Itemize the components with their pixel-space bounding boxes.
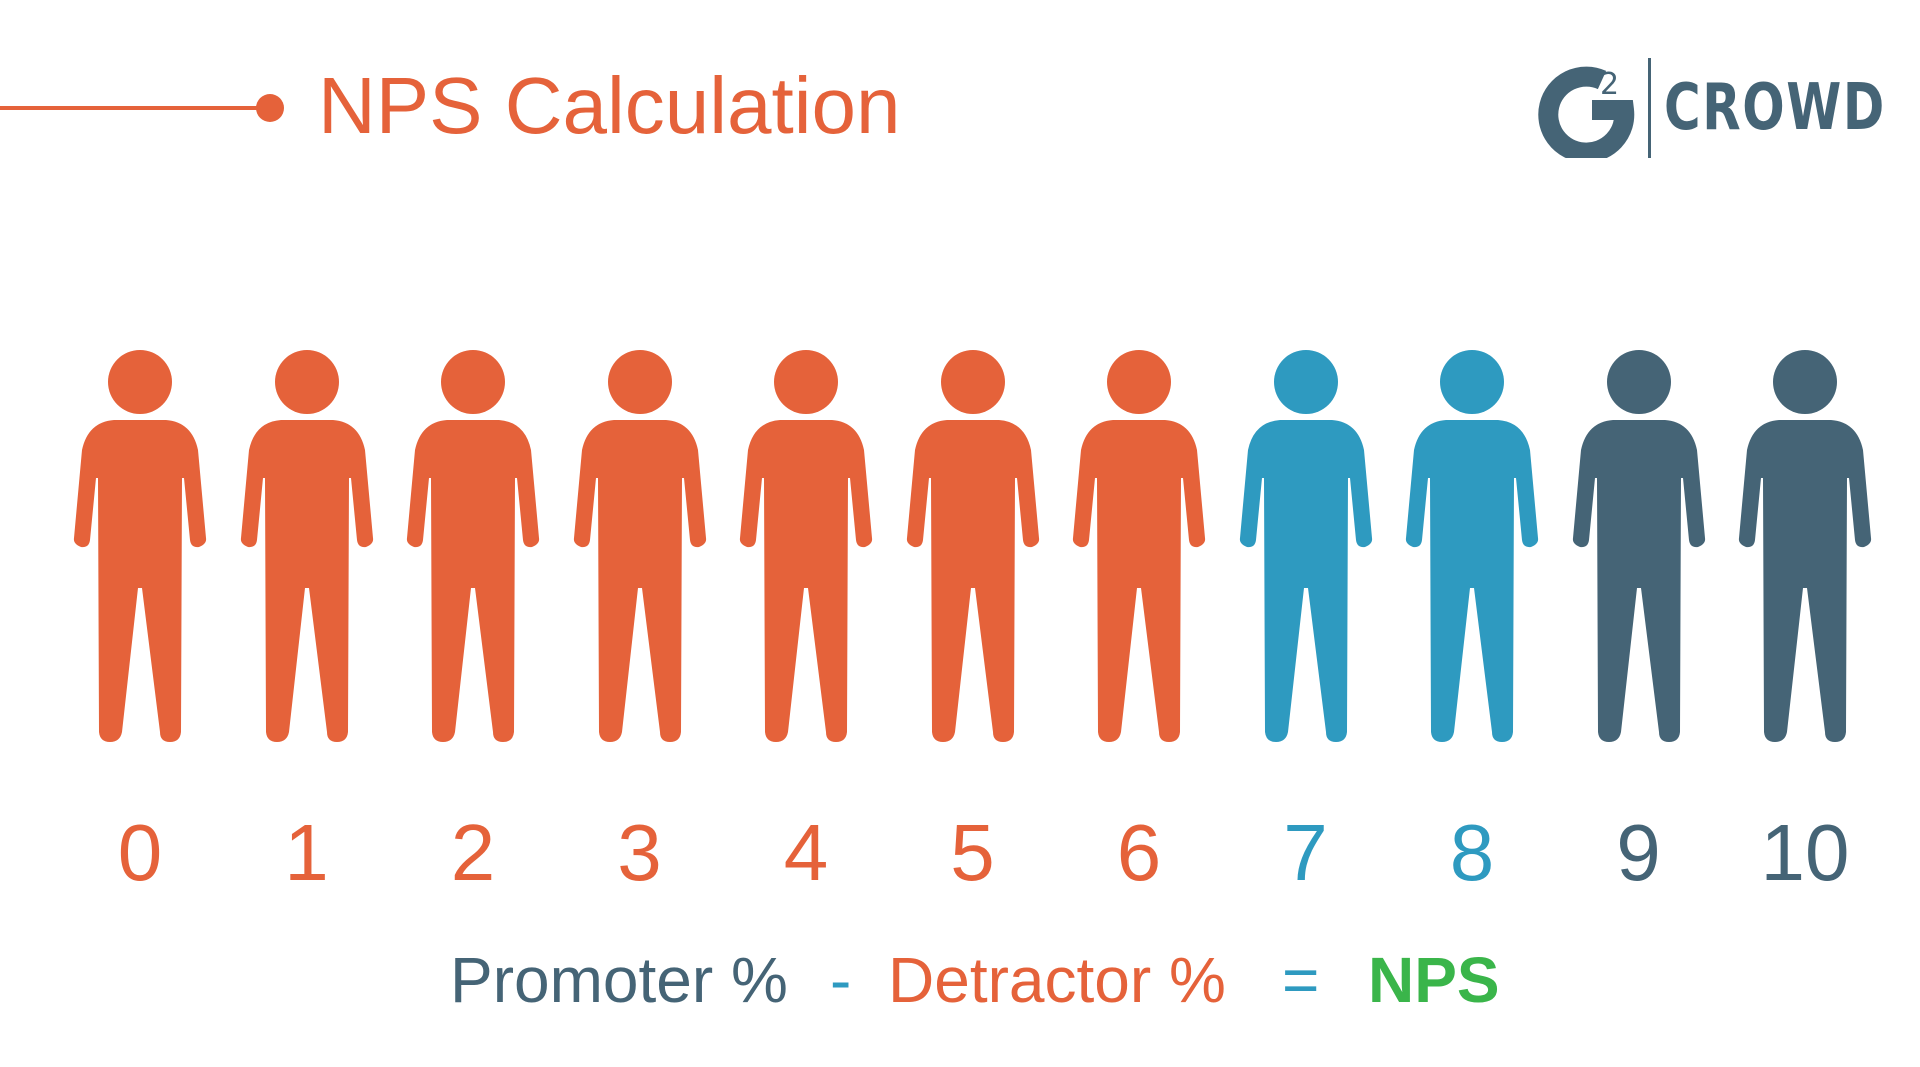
score-label: 0 bbox=[117, 808, 163, 897]
person-head bbox=[1606, 350, 1671, 414]
logo-mark-text: 2 bbox=[1600, 67, 1619, 102]
person-head bbox=[108, 350, 172, 414]
score-label: 8 bbox=[1449, 808, 1495, 897]
formula-promoter: Promoter % bbox=[450, 944, 788, 1016]
title-dot bbox=[256, 94, 284, 122]
person-icon bbox=[1735, 350, 1875, 750]
person-head bbox=[1107, 350, 1171, 414]
score-label: 7 bbox=[1283, 808, 1328, 897]
score-label: 10 bbox=[1760, 808, 1850, 897]
person-head bbox=[274, 350, 339, 414]
person-icon bbox=[736, 350, 876, 750]
person-head bbox=[1273, 350, 1338, 414]
g2-crowd-logo: 2 CROWD bbox=[1536, 58, 1884, 158]
person-icon bbox=[903, 350, 1043, 750]
person-icon bbox=[1239, 350, 1372, 742]
person-icon bbox=[70, 350, 210, 750]
formula-minus: - bbox=[830, 944, 852, 1016]
person-icon bbox=[573, 350, 706, 742]
score-label: 1 bbox=[284, 808, 329, 897]
score-label: 3 bbox=[617, 808, 662, 897]
person-body bbox=[1572, 420, 1705, 742]
person-head bbox=[774, 350, 838, 414]
person-icon bbox=[73, 350, 207, 742]
person-icon bbox=[240, 350, 373, 742]
person-body bbox=[1072, 420, 1206, 742]
person-icon bbox=[1405, 350, 1539, 742]
person-body bbox=[739, 420, 873, 742]
score-label: 2 bbox=[450, 808, 496, 897]
person-icon bbox=[570, 350, 710, 750]
person-icon bbox=[906, 350, 1039, 742]
person-icon bbox=[406, 350, 540, 742]
person-icon bbox=[1738, 350, 1872, 742]
person-body bbox=[73, 420, 207, 742]
formula-equals: = bbox=[1282, 944, 1320, 1016]
person-head bbox=[607, 350, 672, 414]
person-body bbox=[1405, 420, 1539, 742]
person-icon bbox=[403, 350, 543, 750]
people-row bbox=[0, 350, 1920, 770]
g2-logo-icon: 2 bbox=[1538, 66, 1635, 158]
person-icon bbox=[237, 350, 377, 750]
person-body bbox=[240, 420, 373, 742]
score-label: 9 bbox=[1616, 808, 1661, 897]
person-body bbox=[906, 420, 1039, 742]
formula-detractor: Detractor % bbox=[888, 944, 1226, 1016]
person-icon bbox=[1072, 350, 1206, 742]
score-label: 6 bbox=[1116, 808, 1162, 897]
person-head bbox=[1773, 350, 1837, 414]
person-icon bbox=[1572, 350, 1705, 742]
title-line bbox=[0, 106, 270, 110]
score-label: 4 bbox=[783, 808, 829, 897]
person-body bbox=[573, 420, 706, 742]
score-label: 5 bbox=[950, 808, 995, 897]
person-icon bbox=[1569, 350, 1709, 750]
person-body bbox=[1738, 420, 1872, 742]
page-title: NPS Calculation bbox=[318, 61, 901, 150]
person-icon bbox=[1402, 350, 1542, 750]
person-icon bbox=[1069, 350, 1209, 750]
person-icon bbox=[739, 350, 873, 742]
person-head bbox=[940, 350, 1005, 414]
nps-formula: Promoter % - Detractor % = NPS bbox=[0, 940, 1920, 1030]
logo-wordmark: CROWD bbox=[1664, 71, 1886, 145]
logo-divider bbox=[1648, 58, 1651, 158]
person-head bbox=[1440, 350, 1504, 414]
person-icon bbox=[1236, 350, 1376, 750]
person-head bbox=[441, 350, 505, 414]
person-body bbox=[1239, 420, 1372, 742]
formula-result: NPS bbox=[1368, 944, 1500, 1016]
person-body bbox=[406, 420, 540, 742]
